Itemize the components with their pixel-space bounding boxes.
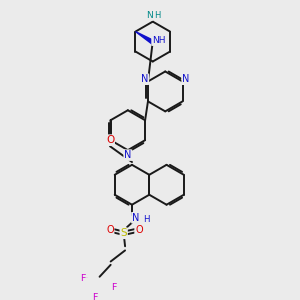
Text: F: F — [80, 274, 86, 283]
Text: O: O — [106, 225, 114, 235]
Text: N: N — [141, 74, 148, 84]
Text: N: N — [182, 74, 190, 84]
Text: O: O — [106, 135, 114, 145]
Text: NH: NH — [152, 36, 166, 45]
Text: N: N — [146, 11, 152, 20]
Text: F: F — [92, 293, 97, 300]
Text: N: N — [124, 150, 131, 160]
Text: F: F — [111, 283, 116, 292]
Polygon shape — [136, 32, 154, 44]
Text: S: S — [120, 228, 127, 238]
Text: O: O — [135, 225, 143, 235]
Text: H: H — [143, 215, 149, 224]
Text: N: N — [132, 213, 139, 223]
Text: H: H — [154, 11, 161, 20]
